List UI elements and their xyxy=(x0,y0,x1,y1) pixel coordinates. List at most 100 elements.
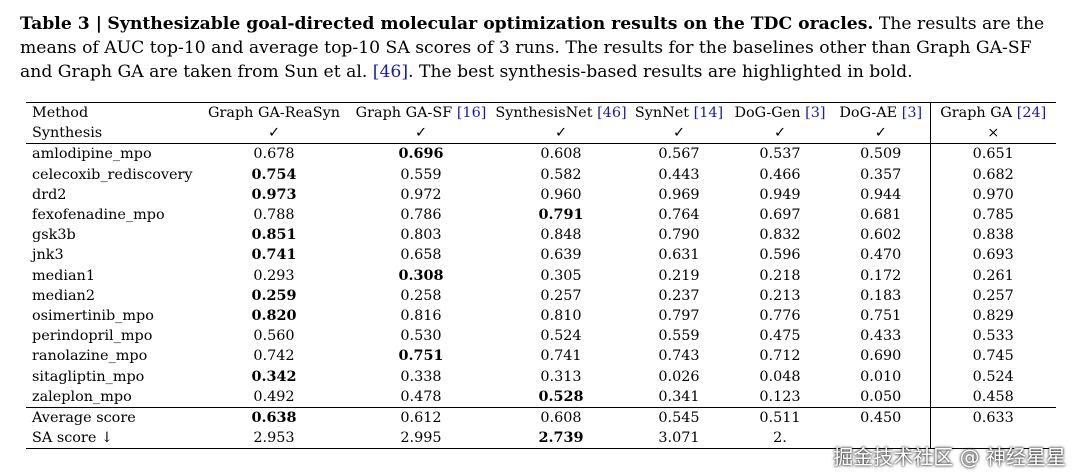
row-name: jnk3 xyxy=(32,247,64,264)
table-cell: 0.764 xyxy=(658,207,700,224)
caption-reference[interactable]: [46] xyxy=(372,62,409,82)
column-header: SynNet [14] xyxy=(630,102,728,124)
table-cell: 0.741 xyxy=(540,348,582,365)
table-cell: 0.829 xyxy=(929,306,1056,327)
column-reference[interactable]: [46] xyxy=(597,105,627,121)
table-cell: 0.693 xyxy=(929,245,1056,266)
table-cell: 0.530 xyxy=(400,328,442,345)
table-cell: 0.308 xyxy=(398,266,444,284)
table-cell: 0.751 xyxy=(860,308,902,325)
table-cell: 0.026 xyxy=(658,368,700,385)
table-cell: 0.560 xyxy=(253,328,295,345)
column-name: Graph GA xyxy=(940,105,1013,121)
table-cell: 0.466 xyxy=(759,166,801,183)
table-cell: 0.524 xyxy=(929,366,1056,387)
table-cell: 0.651 xyxy=(929,143,1056,165)
table-cell: 0.608 xyxy=(492,143,630,165)
table-cell: 0.433 xyxy=(860,328,902,345)
table-cell: 0.602 xyxy=(860,227,902,244)
table-cell: 0.470 xyxy=(860,247,902,264)
table-cell xyxy=(929,428,1056,450)
results-table: Method Graph GA-ReaSyn Graph GA-SF [16] Syn… xyxy=(26,102,1056,450)
caption-label: Table 3 | xyxy=(20,14,102,34)
table-cell: 0.443 xyxy=(658,166,700,183)
table-cell: 0.810 xyxy=(540,308,582,325)
table-cell: 0.261 xyxy=(929,265,1056,286)
table-cell: 0.258 xyxy=(400,287,442,304)
table-cell: 2.995 xyxy=(350,428,492,450)
table-cell: 0.743 xyxy=(658,348,700,365)
table-cell: 0.257 xyxy=(540,287,582,304)
table-cell: 0.712 xyxy=(759,348,801,365)
table-cell: 0.944 xyxy=(860,186,902,203)
table-cell: 2.953 xyxy=(198,428,350,450)
table-cell: 0.259 xyxy=(251,286,297,304)
table-cell: 0.218 xyxy=(759,267,801,284)
row-name: sitagliptin_mpo xyxy=(32,368,145,385)
table-cell: 0.559 xyxy=(658,328,700,345)
table-cell: 0.342 xyxy=(251,367,297,385)
synthesis-mark: ✓ xyxy=(773,125,787,142)
table-cell: 0.639 xyxy=(540,247,582,264)
column-reference[interactable]: [14] xyxy=(693,105,724,121)
table-cell: 0.450 xyxy=(832,407,930,429)
column-reference[interactable]: [16] xyxy=(456,105,487,121)
table-row: jnk3 0.741 0.658 0.639 0.631 0.596 0.470 0.693 xyxy=(26,245,1056,266)
method-header: Method xyxy=(26,102,198,124)
table-cell: 0.678 xyxy=(198,143,350,165)
row-name: median1 xyxy=(32,267,95,284)
table-cell: 2.739 xyxy=(492,428,630,450)
table-cell: 0.478 xyxy=(400,388,442,405)
synthesis-mark: ✓ xyxy=(414,125,428,142)
table-cell: 0.742 xyxy=(253,348,295,365)
table-cell: 0.820 xyxy=(251,307,297,325)
table-cell: 0.183 xyxy=(860,287,902,304)
table-cell: 0.305 xyxy=(540,267,582,284)
table-cell: 0.791 xyxy=(538,206,584,224)
table-row: drd2 0.973 0.972 0.960 0.969 0.949 0.944 0.970 xyxy=(26,184,1056,206)
row-name: amlodipine_mpo xyxy=(26,143,198,165)
column-name: DoG-AE xyxy=(839,105,898,121)
synthesis-mark: ✓ xyxy=(672,125,686,142)
table-cell: 0.741 xyxy=(251,246,297,264)
synthesis-mark: × xyxy=(929,123,1056,144)
table-cell: 0.681 xyxy=(860,207,902,224)
table-cell: 0.313 xyxy=(540,368,582,385)
synthesis-mark: ✓ xyxy=(874,125,887,142)
table-cell: 0.960 xyxy=(540,186,582,203)
column-reference[interactable]: [24] xyxy=(1016,105,1047,121)
column-reference[interactable]: [3] xyxy=(805,105,826,121)
table-cell: 0.338 xyxy=(400,368,442,385)
table-cell: 0.848 xyxy=(540,227,582,244)
table-cell: 0.612 xyxy=(350,407,492,429)
table-cell: 0.123 xyxy=(759,388,801,405)
synthesis-label: Synthesis xyxy=(32,125,103,142)
table-cell: 0.838 xyxy=(929,225,1056,246)
table-cell: 0.631 xyxy=(658,247,700,264)
table-row: ranolazine_mpo 0.742 0.751 0.741 0.743 0.712 0… xyxy=(26,346,1056,367)
table-cell: 0.582 xyxy=(540,166,582,183)
table-cell: 0.972 xyxy=(400,186,442,203)
table-cell: 0.816 xyxy=(400,308,442,325)
table-cell: 0.458 xyxy=(929,386,1056,408)
table-cell: 0.797 xyxy=(658,308,700,325)
table-cell: 0.608 xyxy=(492,407,630,429)
column-name: Graph GA-SF xyxy=(355,105,453,121)
column-reference[interactable]: [3] xyxy=(901,105,923,121)
table-cell: 0.567 xyxy=(630,143,728,165)
table-cell: 0.697 xyxy=(759,207,801,224)
table-cell: 0.970 xyxy=(929,184,1056,206)
synthesis-mark: ✓ xyxy=(554,125,568,142)
row-name: osimertinib_mpo xyxy=(32,308,154,325)
table-row: sitagliptin_mpo 0.342 0.338 0.313 0.026 0.048… xyxy=(26,366,1056,387)
table-cell: 0.633 xyxy=(929,407,1056,429)
table-cell: 0.690 xyxy=(860,348,902,365)
table-cell: 0.832 xyxy=(759,227,801,244)
table-row: gsk3b 0.851 0.803 0.848 0.790 0.832 0.602 0.838 xyxy=(26,225,1056,246)
table-cell: 0.745 xyxy=(929,346,1056,367)
caption-body-end: . The best synthesis-based results are h… xyxy=(408,62,913,82)
table-cell: 0.475 xyxy=(759,328,801,345)
column-name: DoG-Gen xyxy=(734,105,801,121)
table-cell: 0.638 xyxy=(198,407,350,429)
column-name: Graph GA-ReaSyn xyxy=(208,105,340,121)
